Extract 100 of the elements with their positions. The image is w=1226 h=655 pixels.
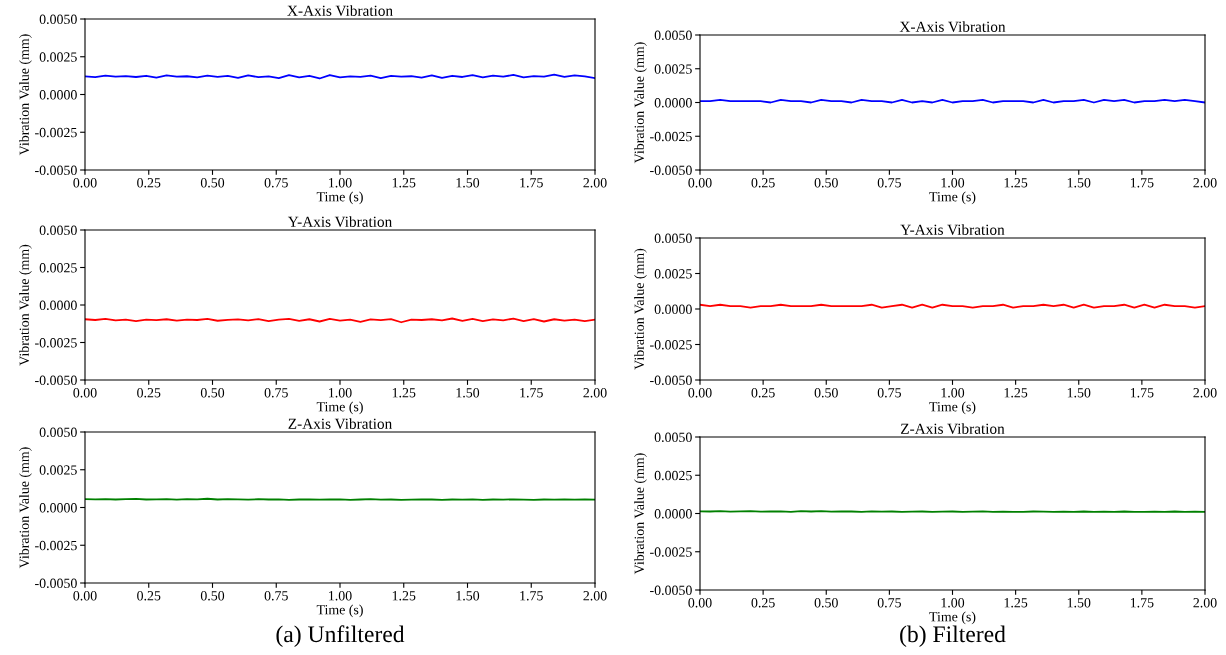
y-tick-label: -0.0025 bbox=[35, 338, 77, 348]
x-tick-label: 1.75 bbox=[520, 388, 543, 398]
x-tick-label: 0.75 bbox=[877, 598, 901, 608]
x-tick-label: 0.75 bbox=[264, 388, 288, 398]
x-tick-label: 0.75 bbox=[877, 388, 901, 398]
x-tick-label: 0.25 bbox=[137, 388, 161, 398]
y-tick-label: -0.0050 bbox=[35, 578, 77, 589]
x-tick-label: 0.50 bbox=[814, 598, 838, 608]
x-tick-label: 0.00 bbox=[73, 388, 97, 398]
chart-title: X-Axis Vibration bbox=[287, 5, 393, 16]
x-tick-label: 1.50 bbox=[456, 388, 480, 398]
x-tick-label: 0.75 bbox=[264, 178, 288, 188]
x-tick-label: 1.75 bbox=[520, 178, 543, 188]
x-axis-title: Time (s) bbox=[929, 401, 976, 415]
x-tick-label: 1.00 bbox=[329, 388, 352, 398]
x-tick-label: 0.00 bbox=[73, 178, 97, 188]
x-tick-label: 0.00 bbox=[73, 591, 97, 601]
x-tick-label: 1.00 bbox=[941, 388, 965, 398]
y-tick-label: 0.0025 bbox=[654, 64, 692, 74]
y-tick-label: 0.0050 bbox=[39, 427, 77, 438]
y-tick-label: 0.0000 bbox=[39, 90, 77, 100]
y-tick-label: 0.0025 bbox=[39, 465, 77, 475]
x-tick-label: 2.00 bbox=[1193, 388, 1217, 398]
y-tick-label: -0.0050 bbox=[650, 375, 692, 386]
x-tick-label: 0.50 bbox=[814, 178, 838, 188]
x-tick-label: 1.75 bbox=[520, 591, 543, 601]
x-tick-label: 1.50 bbox=[1067, 598, 1091, 608]
x-axis-title: Time (s) bbox=[316, 604, 363, 618]
x-tick-label: 1.50 bbox=[456, 178, 480, 188]
x-tick-label: 2.00 bbox=[583, 388, 607, 398]
x-tick-label: 1.75 bbox=[1130, 598, 1154, 608]
y-tick-label: -0.0050 bbox=[650, 165, 692, 176]
x-tick-label: 1.25 bbox=[1004, 598, 1028, 608]
x-tick-label: 0.50 bbox=[200, 591, 225, 601]
x-tick-label: 0.25 bbox=[137, 178, 161, 188]
y-tick-label: 0.0025 bbox=[39, 263, 77, 273]
chart-title: Y-Axis Vibration bbox=[287, 216, 392, 227]
x-tick-label: 0.50 bbox=[814, 388, 838, 398]
x-tick-label: 1.75 bbox=[1130, 178, 1154, 188]
y-tick-label: -0.0025 bbox=[650, 340, 692, 350]
x-tick-label: 1.25 bbox=[1004, 388, 1028, 398]
x-tick-label: 0.25 bbox=[751, 178, 775, 188]
chart-title: Z-Axis Vibration bbox=[288, 418, 392, 429]
x-tick-label: 0.25 bbox=[137, 591, 161, 601]
chart-title: Y-Axis Vibration bbox=[900, 224, 1005, 235]
y-tick-label: 0.0025 bbox=[654, 470, 692, 481]
x-tick-label: 0.00 bbox=[688, 388, 712, 398]
x-tick-label: 0.25 bbox=[751, 598, 775, 608]
x-tick-label: 1.25 bbox=[1004, 178, 1028, 188]
chart-title: X-Axis Vibration bbox=[899, 21, 1006, 32]
y-tick-label: -0.0050 bbox=[35, 165, 77, 176]
x-tick-label: 1.75 bbox=[1130, 388, 1154, 398]
x-tick-label: 2.00 bbox=[1193, 598, 1217, 608]
y-tick-label: 0.0050 bbox=[39, 225, 77, 236]
x-tick-label: 1.00 bbox=[941, 598, 965, 608]
x-tick-label: 0.75 bbox=[877, 178, 901, 188]
y-tick-label: 0.0000 bbox=[654, 509, 692, 519]
x-tick-label: 1.00 bbox=[941, 178, 965, 188]
x-tick-label: 1.00 bbox=[329, 178, 352, 188]
x-tick-label: 1.50 bbox=[456, 591, 480, 601]
x-axis-title: Time (s) bbox=[929, 191, 976, 205]
y-tick-label: -0.0025 bbox=[650, 547, 692, 557]
y-tick-label: -0.0025 bbox=[650, 131, 692, 142]
y-axis-title: Vibration Value (mm) bbox=[19, 244, 32, 366]
y-tick-label: -0.0025 bbox=[35, 127, 77, 138]
x-tick-label: 1.25 bbox=[392, 178, 416, 188]
x-tick-label: 0.50 bbox=[200, 178, 225, 188]
x-tick-label: 0.00 bbox=[688, 598, 712, 608]
y-tick-label: -0.0050 bbox=[35, 375, 77, 386]
text: (a) Unfiltered bbox=[276, 625, 405, 647]
y-tick-label: 0.0025 bbox=[654, 269, 692, 279]
x-tick-label: 0.75 bbox=[264, 591, 288, 601]
x-tick-label: 0.00 bbox=[688, 178, 712, 188]
y-axis-title: Vibration Value (mm) bbox=[19, 447, 32, 569]
y-tick-label: 0.0000 bbox=[654, 98, 692, 108]
y-axis-title: Vibration Value (mm) bbox=[19, 34, 32, 156]
x-axis-title: Time (s) bbox=[929, 611, 976, 625]
x-axis-title: Time (s) bbox=[316, 401, 363, 415]
y-tick-label: -0.0025 bbox=[35, 540, 77, 551]
y-tick-label: 0.0000 bbox=[39, 503, 77, 513]
y-tick-label: -0.0050 bbox=[650, 585, 692, 596]
x-tick-label: 1.25 bbox=[392, 591, 416, 601]
x-axis-title: Time (s) bbox=[316, 191, 363, 205]
text: (b) Filtered bbox=[900, 625, 1006, 647]
x-tick-label: 1.25 bbox=[392, 388, 416, 398]
y-axis-title: Vibration Value (mm) bbox=[634, 248, 647, 370]
y-axis-title: Vibration Value (mm) bbox=[634, 453, 647, 575]
y-tick-label: 0.0050 bbox=[654, 233, 692, 244]
x-tick-label: 2.00 bbox=[583, 178, 607, 188]
y-tick-label: 0.0025 bbox=[39, 52, 77, 62]
x-tick-label: 1.50 bbox=[1067, 178, 1091, 188]
x-tick-label: 2.00 bbox=[1193, 178, 1217, 188]
y-tick-label: 0.0050 bbox=[654, 30, 692, 41]
x-tick-label: 1.00 bbox=[329, 591, 352, 601]
y-axis-title: Vibration Value (mm) bbox=[634, 42, 647, 164]
chart-title: Z-Axis Vibration bbox=[901, 423, 1005, 434]
y-tick-label: 0.0000 bbox=[654, 304, 692, 315]
y-tick-label: 0.0050 bbox=[654, 432, 692, 443]
x-tick-label: 1.50 bbox=[1067, 388, 1091, 398]
x-tick-label: 2.00 bbox=[583, 591, 607, 601]
